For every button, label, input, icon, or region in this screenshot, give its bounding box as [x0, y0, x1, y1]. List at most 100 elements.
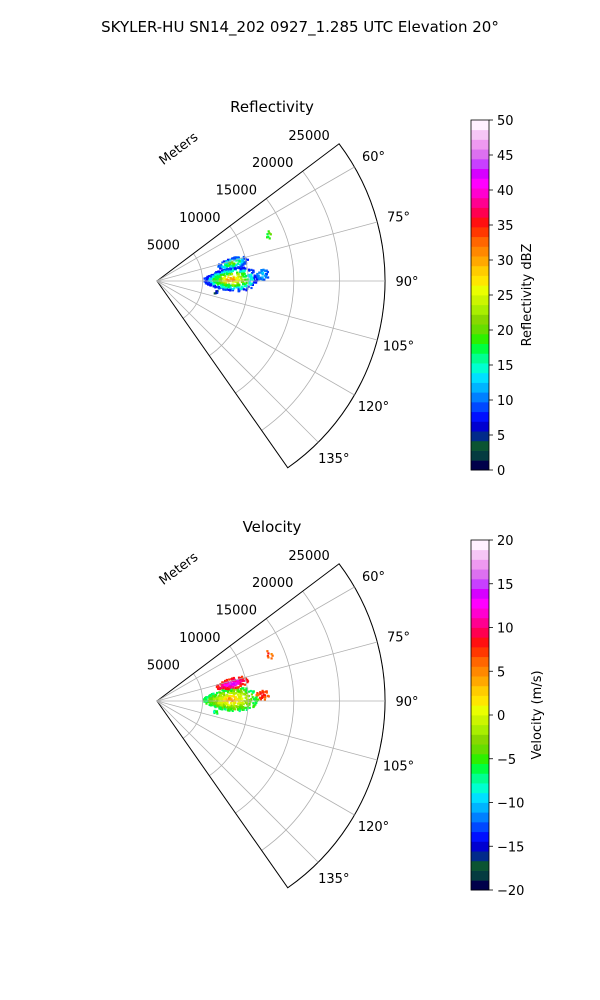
echo-gate — [222, 273, 225, 276]
echo-gate — [239, 270, 242, 273]
echo-gate — [233, 280, 236, 283]
azimuth-spoke — [156, 586, 355, 702]
echo-gate — [224, 288, 227, 291]
echo-gate — [231, 257, 234, 260]
colorbar-swatch — [471, 666, 489, 677]
colorbar-swatch — [471, 236, 489, 247]
echo-gate — [224, 280, 227, 283]
echo-gate — [220, 686, 223, 689]
echo-gate — [224, 687, 228, 691]
echo-gate — [217, 272, 220, 275]
echo-gate — [217, 704, 220, 707]
echo-gate — [226, 279, 230, 282]
echo-gate — [207, 278, 211, 281]
echo-gate — [204, 697, 207, 700]
echo-gate — [214, 273, 217, 276]
colorbar-swatch — [471, 197, 489, 208]
colorbar-swatch — [471, 744, 489, 755]
echo-gate — [239, 268, 242, 271]
echo-gate — [239, 677, 242, 680]
echo-gate — [266, 233, 269, 236]
echo-gate — [250, 268, 253, 271]
echo-gate — [223, 270, 226, 273]
echo-gate — [219, 273, 222, 276]
echo-gate — [234, 680, 237, 683]
echo-gate — [219, 284, 222, 287]
echo-gate — [248, 281, 251, 284]
echo-gate — [208, 695, 211, 698]
echo-gate — [221, 261, 224, 264]
azimuth-spoke — [156, 700, 378, 761]
echo-gate — [233, 257, 236, 260]
echo-gate — [227, 288, 230, 291]
echo-gate — [223, 703, 226, 706]
colorbar-swatch — [471, 724, 489, 735]
echo-gate — [234, 698, 237, 701]
echo-gate — [264, 269, 267, 272]
echo-gate — [213, 711, 216, 715]
echo-gate — [262, 690, 265, 694]
echo-gate — [232, 264, 235, 267]
azimuth-tick-label: 75° — [387, 210, 410, 225]
colorbar-swatch — [471, 578, 489, 590]
echo-gate — [240, 691, 244, 694]
echo-gate — [233, 267, 236, 270]
echo-gate — [238, 702, 241, 705]
echo-gate — [229, 688, 232, 691]
echo-gate — [257, 276, 260, 279]
echo-gate — [222, 288, 225, 291]
azimuth-tick-label: 75° — [387, 630, 410, 645]
echo-gate — [249, 700, 252, 703]
echo-gate — [222, 276, 225, 279]
echo-gate — [248, 706, 251, 709]
echo-gate — [232, 701, 236, 704]
echo-gate — [211, 695, 214, 698]
colorbar-swatch — [471, 598, 489, 609]
echo-gate — [233, 266, 236, 269]
colorbar-swatch — [471, 792, 489, 803]
echo-gate — [241, 687, 244, 690]
colorbar-swatch — [471, 685, 489, 696]
echo-gate — [230, 702, 233, 705]
echo-gate — [240, 680, 243, 683]
echo-gate — [220, 696, 224, 699]
echo-gate — [228, 684, 232, 687]
echo-gate — [249, 279, 252, 282]
echo-gate — [228, 678, 231, 681]
colorbar-swatch — [471, 353, 489, 364]
echo-gate — [204, 280, 207, 283]
echo-gate — [229, 277, 232, 280]
echo-gate — [245, 689, 248, 692]
echo-gate — [221, 704, 224, 707]
echo-gate — [233, 692, 236, 695]
echo-gate — [232, 684, 235, 687]
echo-gate — [217, 264, 220, 267]
echo-gate — [242, 275, 245, 278]
colorbar-swatch — [471, 627, 489, 638]
echo-gate — [244, 706, 247, 709]
echo-gate — [236, 284, 239, 287]
azimuth-spoke — [156, 280, 319, 443]
echo-gate — [237, 682, 240, 685]
echo-gate — [251, 272, 254, 275]
echo-gate — [232, 283, 235, 286]
echo-gate — [230, 704, 233, 707]
range-tick-label: 5000 — [147, 239, 180, 254]
sector-frame — [156, 143, 386, 469]
echo-gate — [233, 688, 236, 691]
colorbar-swatch — [471, 676, 489, 687]
echo-gate — [209, 284, 212, 287]
echo-gate — [237, 708, 240, 711]
colorbar: −20 −15 −10 −5 0 5 10 15 20 — [470, 534, 524, 899]
echo-gate — [232, 688, 235, 691]
echo-gate — [227, 284, 230, 287]
colorbar-tick-label: 10 — [497, 394, 514, 409]
echo-gate — [238, 708, 241, 711]
colorbar-label: Velocity (m/s) — [530, 670, 545, 759]
echo-gate — [225, 706, 228, 709]
colorbar-swatch — [471, 637, 489, 648]
echo-gate — [240, 285, 243, 288]
echo-gate — [231, 261, 234, 264]
echo-gate — [229, 682, 232, 685]
